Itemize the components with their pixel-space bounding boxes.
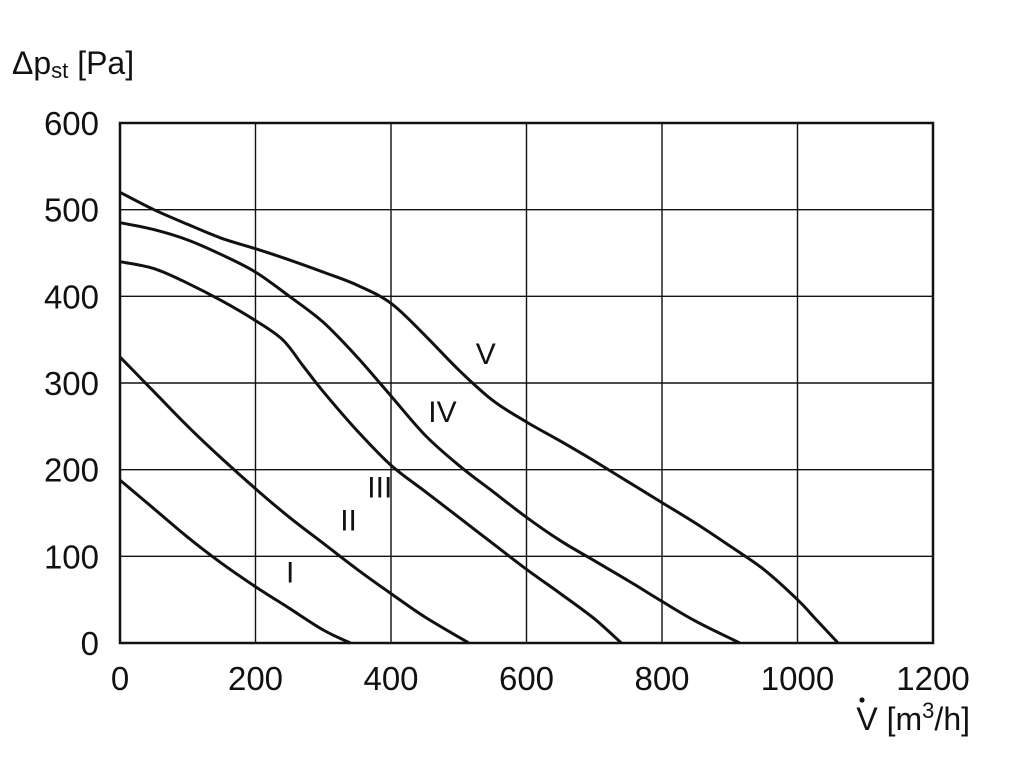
flow-rate-dot <box>859 697 865 703</box>
tick-labels: 0 200 400 600 800 1000 1200 0 100 200 300 400 500 600 <box>44 105 970 697</box>
y-tick-label-400: 400 <box>44 278 99 315</box>
grid <box>119 122 934 644</box>
y-tick-label-500: 500 <box>44 192 99 229</box>
y-tick-label-300: 300 <box>44 365 99 402</box>
y-tick-label-600: 600 <box>44 105 99 142</box>
curve-label-i: I <box>286 556 294 589</box>
curve-i <box>119 478 352 645</box>
y-tick-label-0: 0 <box>81 625 99 662</box>
plot-frame <box>118 121 935 645</box>
x-axis-title: V [m3/h] <box>856 698 970 737</box>
y-tick-label-100: 100 <box>44 538 99 575</box>
curve-ii <box>118 355 470 645</box>
y-tick-label-200: 200 <box>44 452 99 489</box>
x-tick-label-1000: 1000 <box>761 660 834 697</box>
curve-iii <box>119 260 623 645</box>
curve-label-iii: III <box>367 471 392 504</box>
curves <box>118 190 840 645</box>
x-tick-label-400: 400 <box>363 660 418 697</box>
curve-iv <box>119 221 741 645</box>
x-tick-label-200: 200 <box>228 660 283 697</box>
curve-v <box>119 190 840 645</box>
x-tick-label-0: 0 <box>111 660 129 697</box>
curve-label-v: V <box>476 338 496 371</box>
y-axis-title: Δpst [Pa] <box>12 45 134 83</box>
x-tick-label-800: 800 <box>634 660 689 697</box>
x-tick-label-1200: 1200 <box>896 660 969 697</box>
x-tick-label-600: 600 <box>499 660 554 697</box>
curve-label-iv: IV <box>428 396 456 429</box>
curve-label-ii: II <box>340 504 357 537</box>
